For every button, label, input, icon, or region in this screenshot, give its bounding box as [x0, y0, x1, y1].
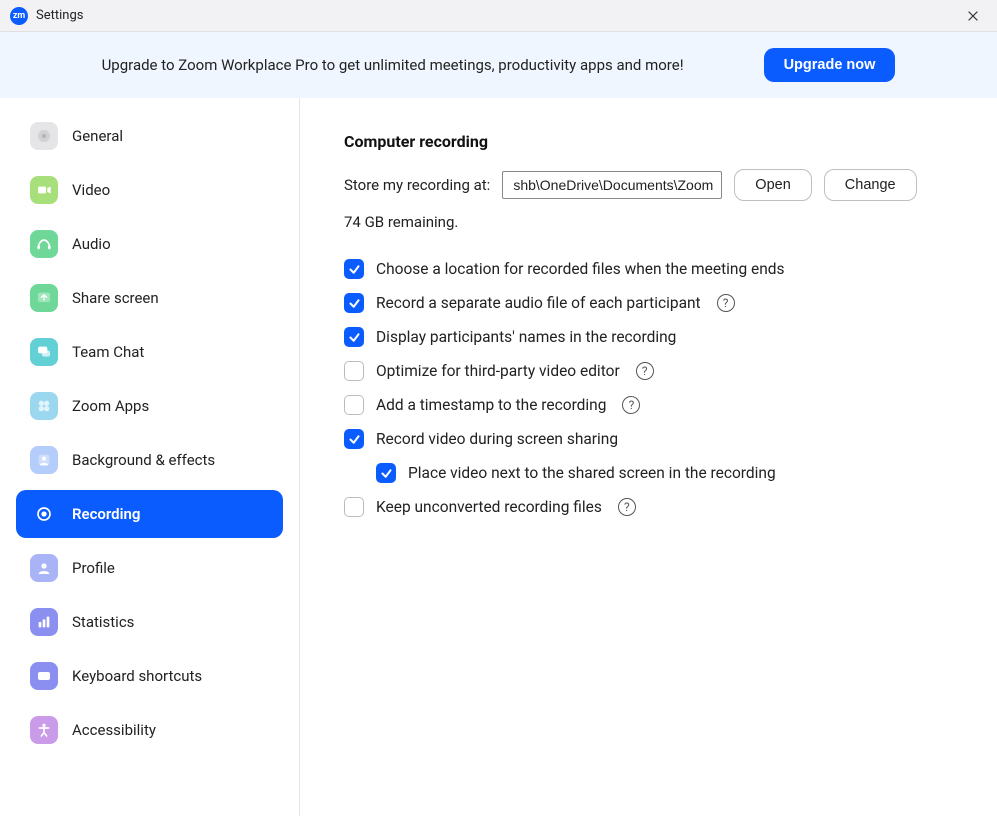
sidebar-item-audio[interactable]: Audio: [16, 220, 283, 268]
body: General Video Audio Share screen Team Chat Zo…: [0, 98, 997, 816]
audio-icon: [30, 230, 58, 258]
store-location-row: Store my recording at: Open Change: [344, 169, 953, 201]
zoom-apps-icon: [30, 392, 58, 420]
accessibility-icon: [30, 716, 58, 744]
checkbox-display-names[interactable]: [344, 327, 364, 347]
keyboard-shortcuts-icon: [30, 662, 58, 690]
upgrade-now-button[interactable]: Upgrade now: [764, 48, 896, 82]
sidebar-item-keyboard-shortcuts[interactable]: Keyboard shortcuts: [16, 652, 283, 700]
help-icon[interactable]: ?: [636, 362, 654, 380]
sidebar-item-label: Team Chat: [72, 343, 144, 361]
open-folder-button[interactable]: Open: [734, 169, 811, 201]
sidebar-item-profile[interactable]: Profile: [16, 544, 283, 592]
option-row-place-video-next: Place video next to the shared screen in…: [376, 463, 953, 483]
settings-window: zm Settings Upgrade to Zoom Workplace Pr…: [0, 0, 997, 816]
checkbox-optimize-3p[interactable]: [344, 361, 364, 381]
zoom-app-icon: zm: [10, 7, 28, 25]
sidebar-item-general[interactable]: General: [16, 112, 283, 160]
sidebar-item-label: Share screen: [72, 289, 159, 307]
upgrade-banner: Upgrade to Zoom Workplace Pro to get unl…: [0, 32, 997, 98]
sidebar-item-label: Zoom Apps: [72, 397, 149, 415]
checkbox-keep-unconverted[interactable]: [344, 497, 364, 517]
sidebar-item-label: General: [72, 127, 123, 145]
help-icon[interactable]: ?: [622, 396, 640, 414]
option-row-display-names: Display participants' names in the recor…: [344, 327, 953, 347]
sidebar-item-label: Keyboard shortcuts: [72, 667, 202, 685]
titlebar: zm Settings: [0, 0, 997, 32]
profile-icon: [30, 554, 58, 582]
sidebar-item-recording[interactable]: Recording: [16, 490, 283, 538]
content-panel: Computer recording Store my recording at…: [300, 98, 997, 816]
sidebar-item-share-screen[interactable]: Share screen: [16, 274, 283, 322]
option-row-record-video-ss: Record video during screen sharing: [344, 429, 953, 449]
checkbox-choose-location[interactable]: [344, 259, 364, 279]
sidebar-item-label: Profile: [72, 559, 115, 577]
sidebar-item-label: Background & effects: [72, 451, 215, 469]
sidebar-item-label: Recording: [72, 505, 140, 523]
general-icon: [30, 122, 58, 150]
checkbox-separate-audio[interactable]: [344, 293, 364, 313]
store-location-label: Store my recording at:: [344, 176, 490, 194]
sidebar-item-label: Video: [72, 181, 110, 199]
option-label: Place video next to the shared screen in…: [408, 464, 776, 482]
close-icon: [966, 9, 980, 23]
checkbox-place-video-next[interactable]: [376, 463, 396, 483]
video-icon: [30, 176, 58, 204]
sidebar-item-statistics[interactable]: Statistics: [16, 598, 283, 646]
banner-text: Upgrade to Zoom Workplace Pro to get unl…: [102, 56, 684, 74]
option-label: Choose a location for recorded files whe…: [376, 260, 785, 278]
disk-remaining-text: 74 GB remaining.: [344, 213, 953, 231]
window-title: Settings: [36, 8, 83, 23]
section-title: Computer recording: [344, 132, 953, 151]
help-icon[interactable]: ?: [717, 294, 735, 312]
option-label: Display participants' names in the recor…: [376, 328, 676, 346]
sidebar: General Video Audio Share screen Team Chat Zo…: [0, 98, 300, 816]
change-folder-button[interactable]: Change: [824, 169, 917, 201]
team-chat-icon: [30, 338, 58, 366]
sidebar-item-team-chat[interactable]: Team Chat: [16, 328, 283, 376]
close-button[interactable]: [959, 2, 987, 30]
help-icon[interactable]: ?: [618, 498, 636, 516]
option-row-keep-unconverted: Keep unconverted recording files?: [344, 497, 953, 517]
option-row-separate-audio: Record a separate audio file of each par…: [344, 293, 953, 313]
option-label: Optimize for third-party video editor: [376, 362, 620, 380]
sidebar-item-background-effects[interactable]: Background & effects: [16, 436, 283, 484]
checkbox-record-video-ss[interactable]: [344, 429, 364, 449]
checkbox-add-timestamp[interactable]: [344, 395, 364, 415]
sidebar-item-label: Accessibility: [72, 721, 156, 739]
sidebar-item-label: Audio: [72, 235, 111, 253]
option-row-add-timestamp: Add a timestamp to the recording?: [344, 395, 953, 415]
option-label: Record a separate audio file of each par…: [376, 294, 701, 312]
option-row-optimize-3p: Optimize for third-party video editor?: [344, 361, 953, 381]
option-label: Record video during screen sharing: [376, 430, 618, 448]
sidebar-item-label: Statistics: [72, 613, 134, 631]
sidebar-item-video[interactable]: Video: [16, 166, 283, 214]
recording-path-input[interactable]: [502, 171, 722, 199]
option-label: Add a timestamp to the recording: [376, 396, 606, 414]
recording-icon: [30, 500, 58, 528]
share-screen-icon: [30, 284, 58, 312]
sidebar-item-accessibility[interactable]: Accessibility: [16, 706, 283, 754]
sidebar-item-zoom-apps[interactable]: Zoom Apps: [16, 382, 283, 430]
statistics-icon: [30, 608, 58, 636]
background-effects-icon: [30, 446, 58, 474]
options-list: Choose a location for recorded files whe…: [344, 259, 953, 517]
option-label: Keep unconverted recording files: [376, 498, 602, 516]
option-row-choose-location: Choose a location for recorded files whe…: [344, 259, 953, 279]
